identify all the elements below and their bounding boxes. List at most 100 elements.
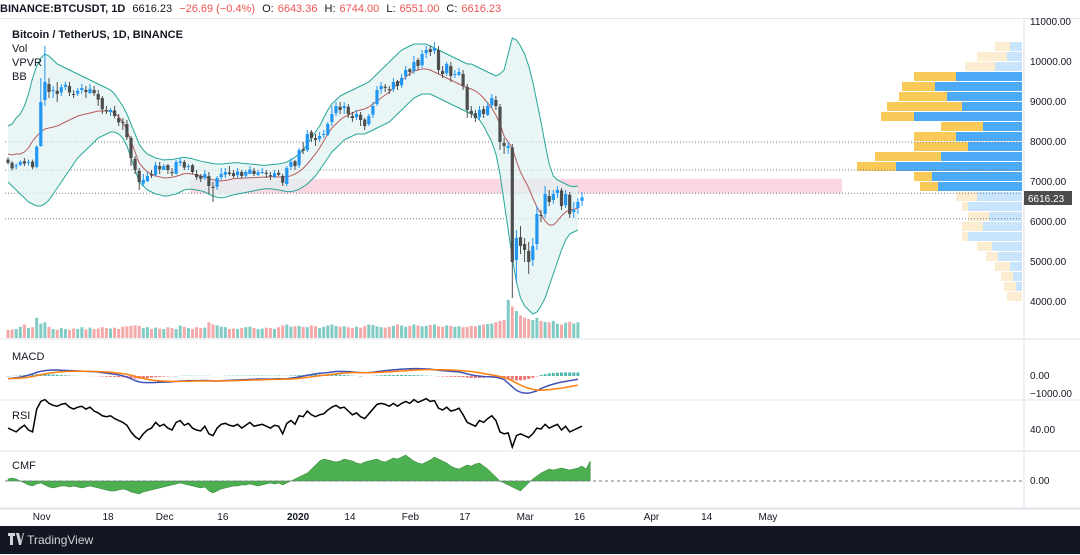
macd-line xyxy=(8,369,578,393)
candle-body xyxy=(515,238,518,260)
volume-bar xyxy=(72,329,75,338)
candle-body xyxy=(125,124,128,137)
candle-body xyxy=(80,88,83,90)
volume-bar xyxy=(355,327,358,338)
candle-body xyxy=(6,160,9,163)
symbol-label[interactable]: BINANCE:BTCUSDT, 1D xyxy=(0,3,125,15)
candle-body xyxy=(416,60,419,66)
vpvr-bar-buy xyxy=(941,152,1022,161)
macd-histogram-bar xyxy=(560,372,563,376)
candle-body xyxy=(35,147,38,167)
volume-bar xyxy=(80,327,83,338)
candle-body xyxy=(498,107,501,142)
volume-bar xyxy=(302,327,305,338)
macd-histogram-bar xyxy=(294,375,297,376)
macd-histogram-bar xyxy=(146,376,149,378)
macd-pane-label[interactable]: MACD xyxy=(12,351,44,363)
price-tick-label: 8000.00 xyxy=(1030,137,1067,148)
candle-body xyxy=(392,82,395,89)
price-tick-label: 10000.00 xyxy=(1030,57,1072,68)
volume-bar xyxy=(494,322,497,338)
volume-bar xyxy=(138,326,141,338)
bb-indicator-label[interactable]: BB xyxy=(12,71,27,83)
macd-histogram-bar xyxy=(343,375,346,376)
macd-histogram-bar xyxy=(175,376,178,377)
volume-bar xyxy=(187,328,190,338)
candle-body xyxy=(261,172,264,173)
candle-body xyxy=(244,172,247,176)
candle-body xyxy=(441,71,444,74)
candle-body xyxy=(142,180,145,184)
volume-bar xyxy=(105,328,108,338)
volume-bar xyxy=(93,329,96,338)
vpvr-indicator-label[interactable]: VPVR xyxy=(12,57,42,69)
macd-histogram-bar xyxy=(408,375,411,376)
vpvr-bar-sell xyxy=(962,222,983,231)
volume-bar xyxy=(84,329,87,338)
volume-bar xyxy=(376,326,379,338)
volume-bar xyxy=(117,329,120,338)
candle-body xyxy=(560,190,563,206)
candle-body xyxy=(216,178,219,187)
volume-bar xyxy=(43,322,46,338)
candle-body xyxy=(105,110,108,111)
volume-bar xyxy=(367,325,370,339)
volume-bar xyxy=(503,320,506,338)
candle-body xyxy=(19,162,22,165)
bb-fill xyxy=(8,38,578,314)
candle-body xyxy=(474,113,477,118)
volume-bar xyxy=(11,329,14,338)
candle-body xyxy=(60,87,63,92)
chart-canvas[interactable]: 11000.0010000.009000.008000.007000.00600… xyxy=(0,18,1080,526)
volume-bar xyxy=(523,318,526,338)
volume-bar xyxy=(540,321,543,338)
candle-body xyxy=(183,162,186,168)
candle-body xyxy=(429,49,432,52)
volume-bar xyxy=(359,328,362,338)
candle-body xyxy=(449,66,452,76)
candle-body xyxy=(170,172,173,173)
vpvr-bar-buy xyxy=(1010,262,1022,271)
rsi-pane-label[interactable]: RSI xyxy=(12,410,30,422)
macd-histogram-bar xyxy=(412,375,415,376)
macd-histogram-bar xyxy=(48,374,51,376)
volume-bar xyxy=(453,327,456,338)
candle-body xyxy=(68,86,71,92)
macd-histogram-bar xyxy=(458,376,461,377)
candle-body xyxy=(109,110,112,112)
volume-bar xyxy=(101,327,104,338)
vpvr-bar-sell xyxy=(962,202,968,211)
footer-brand[interactable]: TradingView xyxy=(27,533,93,547)
candle-body xyxy=(240,172,243,176)
volume-bar xyxy=(371,325,374,338)
volume-bar xyxy=(482,325,485,339)
candle-body xyxy=(11,163,14,169)
time-tick-label: Dec xyxy=(156,512,174,523)
candle-body xyxy=(129,138,132,158)
candle-body xyxy=(293,161,296,166)
price-badge: 6616.23 xyxy=(1028,194,1065,205)
high-label: H: xyxy=(325,3,336,15)
candle-body xyxy=(289,162,292,167)
volume-bar xyxy=(388,327,391,338)
vol-indicator-label[interactable]: Vol xyxy=(12,43,27,55)
candle-body xyxy=(76,91,79,94)
volume-bar xyxy=(445,325,448,338)
candle-body xyxy=(470,111,473,114)
vpvr-bar-sell xyxy=(968,212,989,221)
vpvr-bar-sell xyxy=(995,42,1010,51)
time-tick-label: 16 xyxy=(217,512,229,523)
macd-histogram-bar xyxy=(359,376,362,377)
macd-histogram-bar xyxy=(298,375,301,376)
volume-bar xyxy=(392,326,395,338)
tradingview-logo-icon[interactable] xyxy=(8,527,24,555)
volume-bar xyxy=(499,321,502,338)
price-tick-label: 6000.00 xyxy=(1030,217,1067,228)
candle-body xyxy=(236,172,239,176)
macd-histogram-bar xyxy=(544,374,547,376)
candle-body xyxy=(285,168,288,184)
candle-body xyxy=(199,176,202,179)
volume-bar xyxy=(515,311,518,338)
cmf-pane-label[interactable]: CMF xyxy=(12,460,36,472)
candle-body xyxy=(326,124,329,135)
